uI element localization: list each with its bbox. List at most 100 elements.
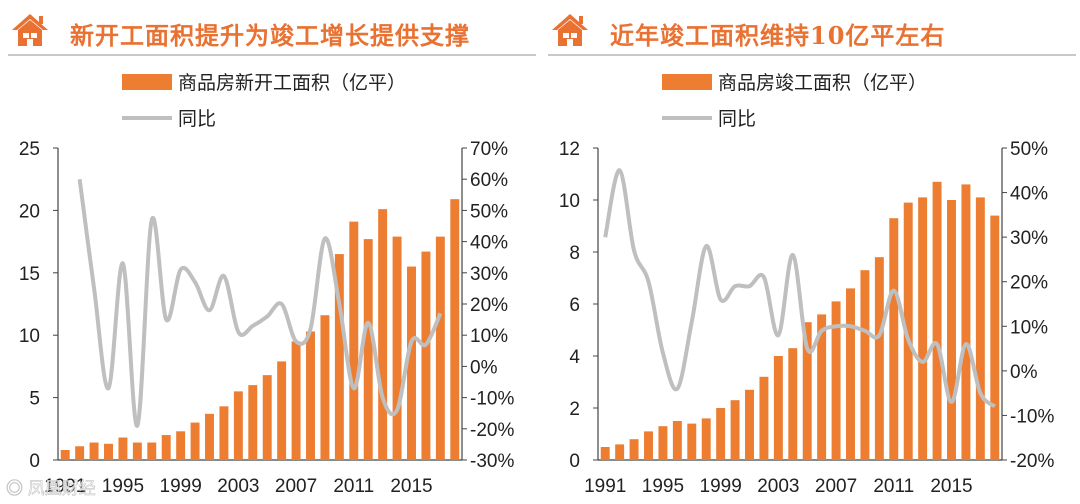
- watermark: ◎ 凤凰财经: [6, 479, 96, 498]
- bar: [60, 450, 70, 460]
- legend-bar-swatch: [122, 74, 172, 90]
- chart-panel-right: 近年竣工面积维持10亿平左右 商品房竣工面积（亿平） 同比 0 2 4 6 8 10 12 -20…: [540, 0, 1080, 504]
- bar: [118, 437, 128, 460]
- legend-line-label: 同比: [718, 108, 756, 130]
- bar: [205, 413, 214, 460]
- bar: [932, 181, 942, 461]
- bar: [190, 422, 200, 460]
- bar: [759, 376, 769, 460]
- y-left-tick-label: 10: [19, 326, 40, 347]
- bar: [176, 431, 186, 460]
- bar: [644, 431, 653, 460]
- y-right-tick-label: 70%: [470, 139, 508, 160]
- bar: [918, 197, 928, 460]
- y-left-tick-label: 10: [559, 191, 580, 212]
- y-right-tick-label: -30%: [470, 451, 514, 472]
- y-right-tick-label: 20%: [1010, 273, 1048, 294]
- bar: [975, 197, 985, 460]
- header-divider: [8, 54, 536, 56]
- house-icon: [12, 14, 48, 46]
- bar: [349, 221, 359, 460]
- bar: [831, 301, 841, 460]
- bar: [903, 202, 913, 460]
- y-left-tick-label: 8: [569, 243, 580, 264]
- bar: [435, 236, 445, 460]
- x-tick-label: 2003: [217, 476, 259, 497]
- bar: [672, 421, 682, 460]
- bar: [262, 375, 272, 460]
- y-left-tick-label: 5: [29, 389, 40, 410]
- y-right-tick-label: 10%: [1010, 317, 1048, 338]
- y-left-tick-label: 25: [19, 139, 40, 160]
- y-right-tick-label: 40%: [1010, 184, 1048, 205]
- y-right-tick-label: 20%: [470, 295, 508, 316]
- bar: [219, 406, 229, 460]
- bar: [407, 266, 416, 460]
- chart-panel-left: 新开工面积提升为竣工增长提供支撑 商品房新开工面积（亿平） 同比 0 5 10 15 20 2…: [6, 8, 536, 498]
- bar: [132, 442, 142, 460]
- bar: [421, 251, 431, 460]
- x-tick-label: 2011: [873, 476, 914, 497]
- bar: [392, 236, 402, 460]
- y-left-tick-label: 6: [569, 295, 580, 316]
- bar: [802, 322, 812, 460]
- x-tick-label: 2015: [390, 476, 432, 497]
- house-icon: [552, 14, 588, 46]
- x-tick-label: 1999: [700, 476, 742, 497]
- y-left-tick-label: 20: [19, 201, 40, 222]
- bar: [75, 446, 85, 460]
- bar: [378, 209, 388, 460]
- bar: [773, 356, 783, 460]
- header-divider: [548, 54, 1076, 56]
- bar: [277, 361, 287, 460]
- y-right-tick-label: 30%: [1010, 228, 1048, 249]
- bar: [89, 442, 99, 460]
- y-left-tick-label: 15: [19, 264, 40, 285]
- y-right-tick-label: -20%: [470, 420, 514, 441]
- bar: [658, 426, 668, 460]
- bar: [600, 447, 610, 460]
- bar: [687, 423, 697, 460]
- bar: [363, 239, 373, 460]
- chart-completion: 商品房竣工面积（亿平） 同比 0 2 4 6 8 10 12 -20% -10% 0% 10% 20% 30…: [559, 72, 1055, 497]
- bar: [629, 439, 639, 460]
- y-right-tick-label: 30%: [470, 264, 508, 285]
- x-tick-label: 2007: [275, 476, 317, 497]
- panel-header: 新开工面积提升为竣工增长提供支撑: [8, 8, 536, 56]
- bar: [701, 418, 711, 460]
- bar: [889, 218, 899, 460]
- y-right-tick-label: -10%: [470, 389, 514, 410]
- legend-bar-swatch: [662, 74, 712, 90]
- yoy-line: [77, 178, 443, 428]
- bar: [233, 391, 243, 460]
- legend-line-label: 同比: [178, 108, 216, 130]
- bar: [860, 270, 870, 460]
- bar: [248, 385, 258, 460]
- y-right-tick-label: 0%: [470, 357, 498, 378]
- y-left-tick-label: 0: [29, 451, 40, 472]
- x-tick-label: 2015: [930, 476, 972, 497]
- y-left-tick-label: 2: [569, 399, 580, 420]
- bar: [161, 435, 171, 460]
- bar: [334, 254, 344, 460]
- legend-bar-label: 商品房竣工面积（亿平）: [718, 72, 927, 94]
- panel-title: 新开工面积提升为竣工增长提供支撑: [70, 21, 470, 50]
- x-tick-label: 1995: [102, 476, 144, 497]
- bar: [947, 200, 956, 460]
- bar: [147, 442, 157, 460]
- y-left-tick-label: 0: [569, 451, 580, 472]
- x-tick-label: 1999: [160, 476, 202, 497]
- chart-new-construction: 商品房新开工面积（亿平） 同比 0 5 10 15 20 25 -30% -20% -10% 0% 10…: [6, 72, 515, 498]
- x-tick-label: 1995: [642, 476, 684, 497]
- y-right-tick-label: 40%: [470, 233, 508, 254]
- panel-header: 近年竣工面积维持10亿平左右: [548, 8, 1076, 56]
- bar: [615, 444, 625, 460]
- x-tick-label: 2007: [815, 476, 857, 497]
- x-tick-label: 1991: [584, 476, 626, 497]
- x-tick-label: 2003: [757, 476, 799, 497]
- bar: [306, 331, 315, 460]
- bar: [874, 257, 884, 460]
- bar: [846, 288, 855, 460]
- bar: [320, 315, 330, 460]
- legend-bar-label: 商品房新开工面积（亿平）: [178, 72, 406, 94]
